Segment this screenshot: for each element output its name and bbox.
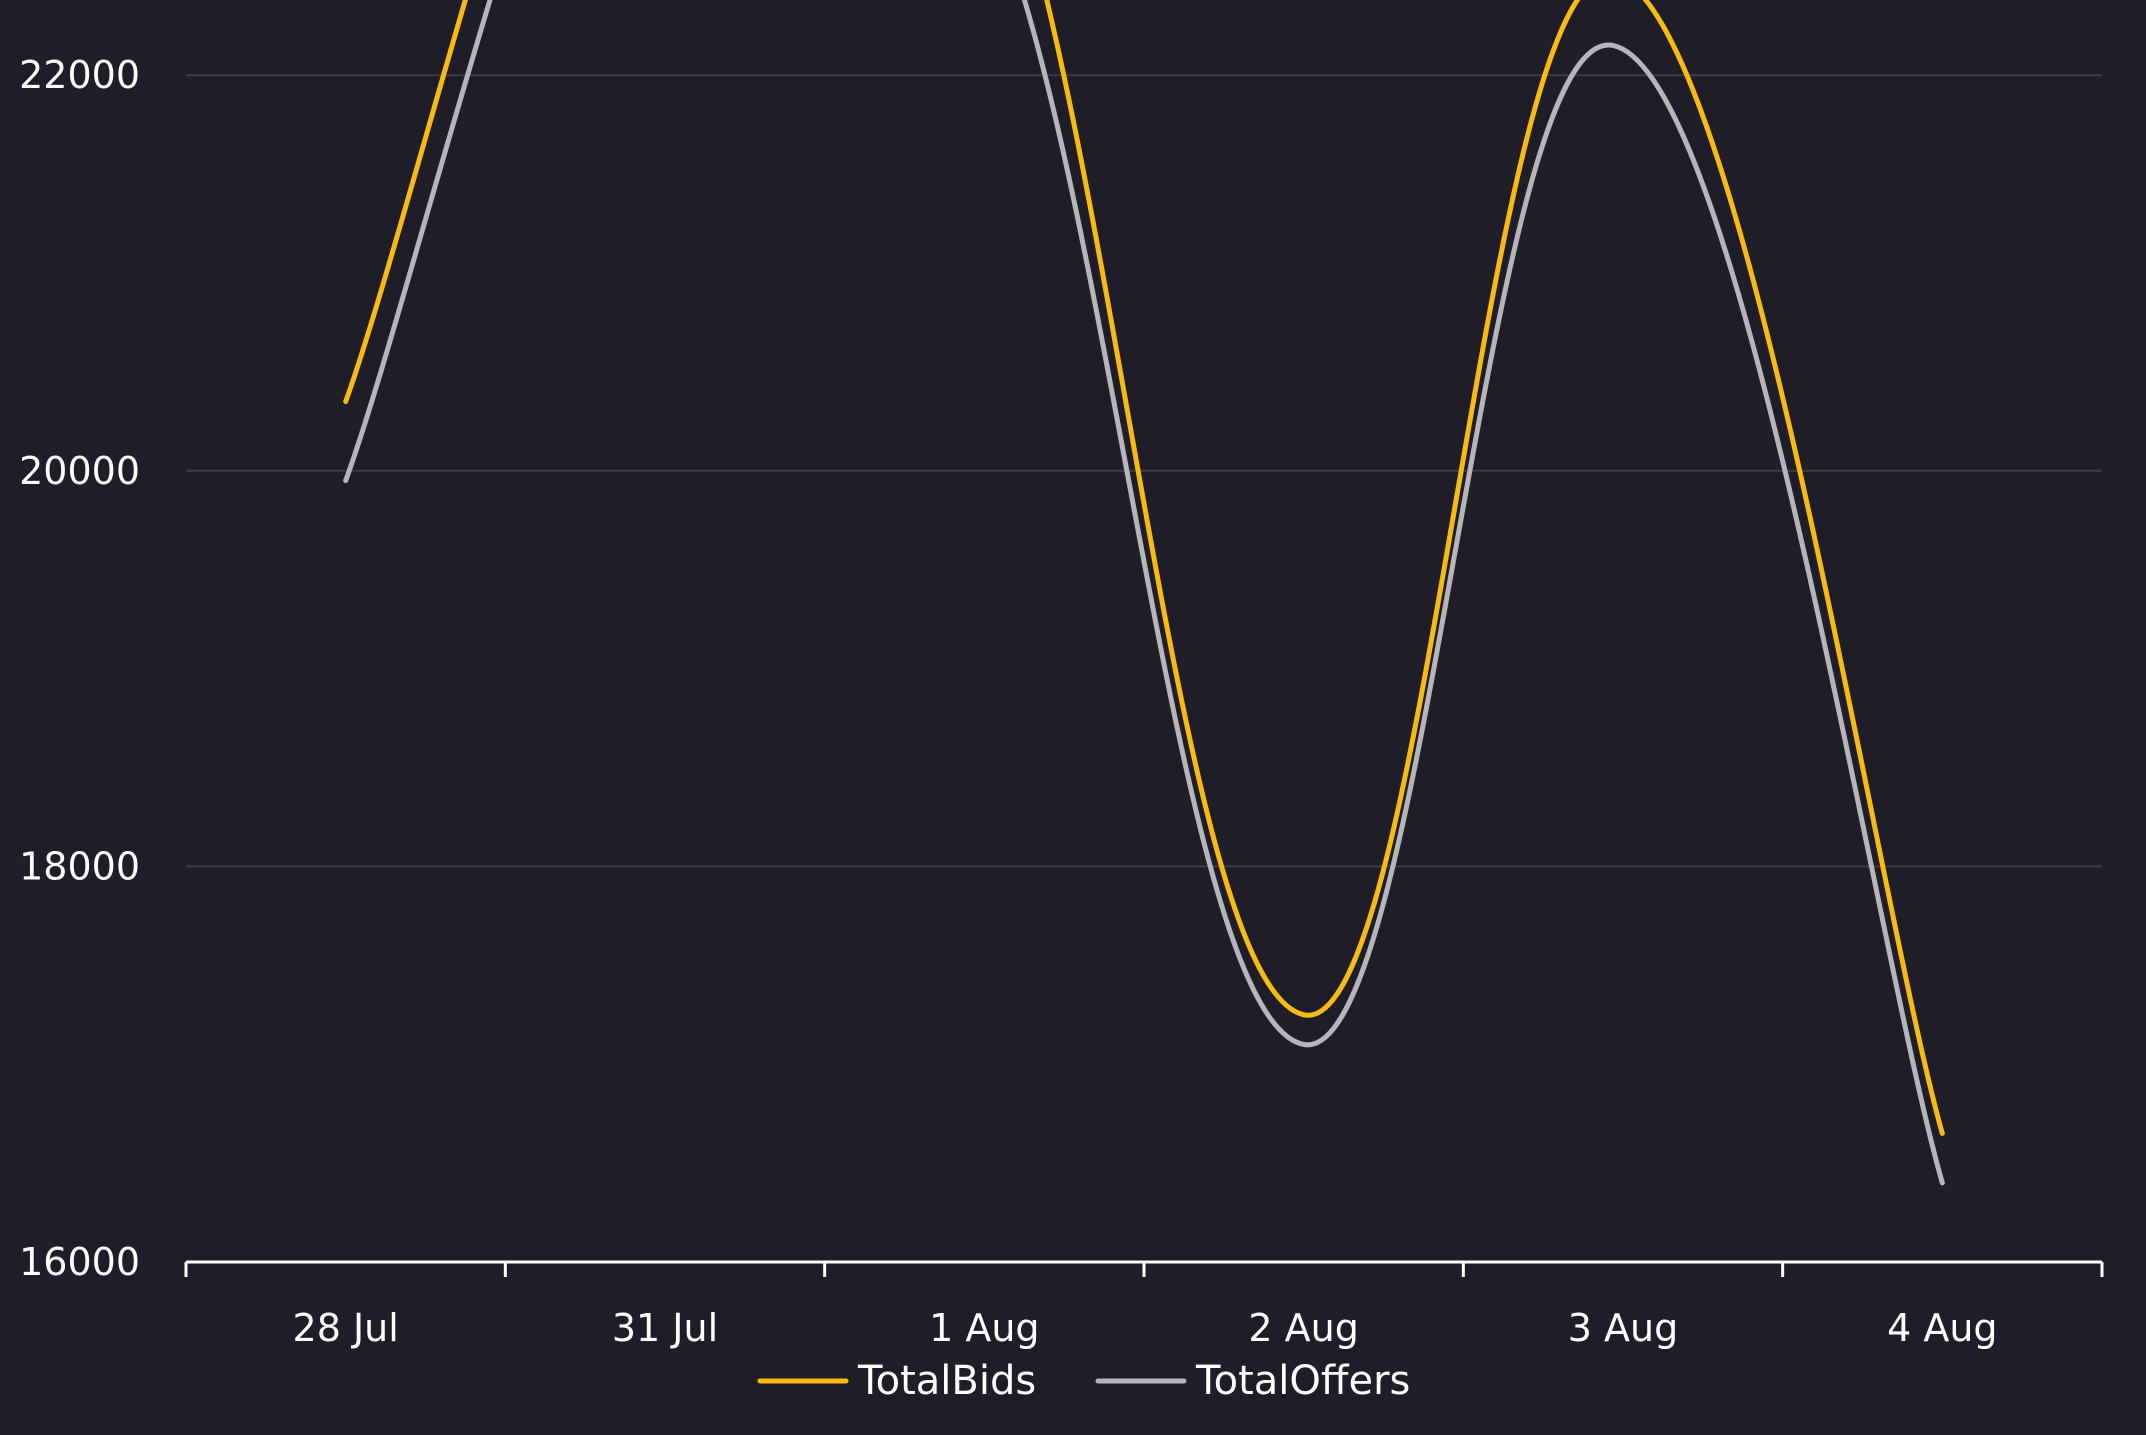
series-lines (343, 0, 1945, 1186)
y-tick-label: 16000 (19, 1240, 140, 1284)
y-tick-label: 22000 (19, 53, 140, 97)
x-tick-label: 1 Aug (929, 1306, 1039, 1350)
x-tick-label: 3 Aug (1568, 1306, 1678, 1350)
x-axis (184, 1260, 2104, 1277)
legend-label: TotalOffers (1195, 1358, 1410, 1404)
x-tick-label: 31 Jul (612, 1306, 718, 1350)
y-tick-label: 18000 (19, 844, 140, 888)
series-line-totaloffers (343, 0, 1945, 1186)
x-tick-label: 28 Jul (293, 1306, 399, 1350)
x-axis-tick-labels: 28 Jul 31 Jul 1 Aug 2 Aug 3 Aug 4 Aug (293, 1306, 1998, 1350)
legend-item-totalbids: TotalBids (757, 1358, 1036, 1404)
x-tick-label: 2 Aug (1248, 1306, 1358, 1350)
y-tick-label: 20000 (19, 449, 140, 493)
y-axis-tick-labels: 160001800020000220002400026000 (19, 53, 140, 1284)
legend-item-totaloffers: TotalOffers (1095, 1358, 1410, 1404)
legend: TotalBids TotalOffers (757, 1358, 1410, 1404)
x-tick-label: 4 Aug (1887, 1306, 1997, 1350)
legend-label: TotalBids (857, 1358, 1036, 1404)
series-line-totalbids (343, 0, 1945, 1136)
